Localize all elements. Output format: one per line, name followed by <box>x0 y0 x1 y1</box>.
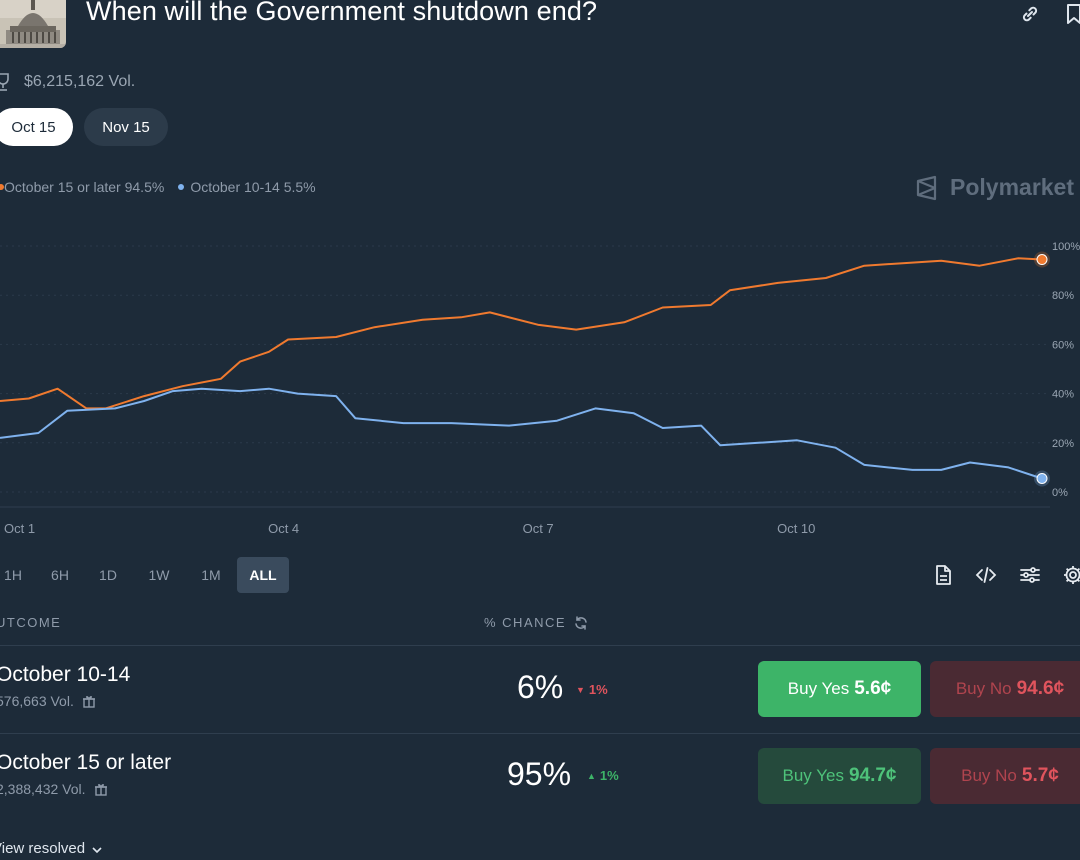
y-tick-label: 60% <box>1052 339 1074 351</box>
legend-item-10-14: October 10-14 5.5% <box>190 179 316 195</box>
legend-dot-blue <box>178 184 185 190</box>
sliders-icon[interactable] <box>1019 564 1041 586</box>
y-tick-label: 100% <box>1052 241 1080 253</box>
outcome-column-header: UTCOME <box>0 615 62 630</box>
chance-change: ▲ 1% <box>587 768 619 783</box>
outcome-chance: 95% <box>507 756 572 792</box>
buy-yes-price: 94.7¢ <box>848 765 897 786</box>
capitol-thumbnail <box>0 0 66 48</box>
outcome-volume: 576,663 Vol. <box>0 693 74 709</box>
probability-chart: 100% 80% 60% 40% 20% 0% Oct 1 Oct 4 Oct 7 Oct 10 <box>0 241 1080 536</box>
chance-change-value: 1% <box>599 768 619 783</box>
refresh-icon[interactable] <box>574 615 588 630</box>
triangle-up-icon: ▲ <box>587 770 596 781</box>
series-line-1 <box>0 387 1043 480</box>
chance-column-label: % CHANCE <box>484 615 567 630</box>
chevron-down-icon <box>91 843 103 855</box>
outcome-name: October 10-14 <box>0 663 131 686</box>
polymarket-watermark: Polymarket <box>914 174 1074 201</box>
chance-column-header: % CHANCE <box>484 615 588 630</box>
buy-yes-label: Buy Yes <box>782 766 844 785</box>
range-button-1d[interactable]: 1D <box>99 567 117 583</box>
table-divider <box>0 645 1080 646</box>
chance-change-value: 1% <box>588 682 608 697</box>
buy-yes-label: Buy Yes <box>787 679 850 698</box>
date-tab-oct-15[interactable]: Oct 15 <box>0 108 73 146</box>
chart-legend: October 15 or later 94.5% October 10-14 … <box>0 179 316 195</box>
gift-icon <box>82 694 96 708</box>
series-end-point-1 <box>1036 472 1048 484</box>
volume-row: $6,215,162 Vol. <box>0 71 135 93</box>
range-button-1w[interactable]: 1W <box>148 567 170 583</box>
range-button-6h[interactable]: 6H <box>51 567 69 583</box>
y-tick-label: 20% <box>1052 438 1074 450</box>
document-icon[interactable] <box>932 564 954 586</box>
buy-yes-button[interactable]: Buy Yes 5.6¢ <box>758 661 921 717</box>
legend-item-later: October 15 or later 94.5% <box>4 179 165 195</box>
polymarket-logo-icon <box>914 175 940 201</box>
range-button-1m[interactable]: 1M <box>201 567 221 583</box>
triangle-down-icon: ▼ <box>576 684 585 695</box>
buy-no-button[interactable]: Buy No 5.7¢ <box>930 748 1080 804</box>
bookmark-icon[interactable] <box>1062 2 1080 26</box>
total-volume: $6,215,162 Vol. <box>24 73 136 90</box>
y-tick-label: 40% <box>1052 389 1074 401</box>
y-tick-label: 80% <box>1052 290 1074 302</box>
x-tick-label: Oct 4 <box>268 521 299 536</box>
series-end-point-0 <box>1036 254 1048 266</box>
legend-dot-orange <box>0 184 4 190</box>
y-tick-label: 0% <box>1052 487 1068 499</box>
brand-name: Polymarket <box>950 174 1075 200</box>
buy-yes-price: 5.6¢ <box>854 678 892 699</box>
buy-yes-button[interactable]: Buy Yes 94.7¢ <box>758 748 921 804</box>
series-line-0 <box>0 257 1043 410</box>
market-thumbnail <box>0 0 66 48</box>
gear-icon[interactable] <box>1062 564 1080 586</box>
outcome-volume-row: 2,388,432 Vol. <box>0 781 171 797</box>
date-tab-nov-15[interactable]: Nov 15 <box>84 108 168 146</box>
outcome-volume-row: 576,663 Vol. <box>0 693 130 709</box>
x-tick-label: Oct 10 <box>777 521 815 536</box>
table-row[interactable]: October 15 or later 2,388,432 Vol. <box>0 751 171 797</box>
outcome-volume: 2,388,432 Vol. <box>0 781 86 797</box>
range-button-1h[interactable]: 1H <box>4 567 22 583</box>
view-resolved-label: View resolved <box>0 840 86 857</box>
code-icon[interactable] <box>975 564 997 586</box>
buy-no-price: 5.7¢ <box>1021 765 1059 786</box>
x-tick-label: Oct 1 <box>4 521 35 536</box>
table-row[interactable]: October 10-14 576,663 Vol. <box>0 663 130 709</box>
chance-change: ▼ 1% <box>576 682 608 697</box>
market-title: When will the Government shutdown end? <box>86 0 598 26</box>
buy-no-button[interactable]: Buy No 94.6¢ <box>930 661 1080 717</box>
view-resolved-link[interactable]: View resolved <box>0 840 103 857</box>
x-tick-label: Oct 7 <box>523 521 554 536</box>
outcome-name: October 15 or later <box>0 751 172 774</box>
buy-no-label: Buy No <box>961 766 1017 785</box>
outcome-chance: 6% <box>517 669 564 705</box>
buy-no-label: Buy No <box>955 679 1012 698</box>
buy-no-price: 94.6¢ <box>1016 678 1065 699</box>
gift-icon <box>94 782 108 796</box>
trophy-icon <box>0 72 12 92</box>
table-divider <box>0 733 1080 734</box>
link-icon[interactable] <box>1018 2 1042 26</box>
range-button-all[interactable]: ALL <box>237 557 289 593</box>
